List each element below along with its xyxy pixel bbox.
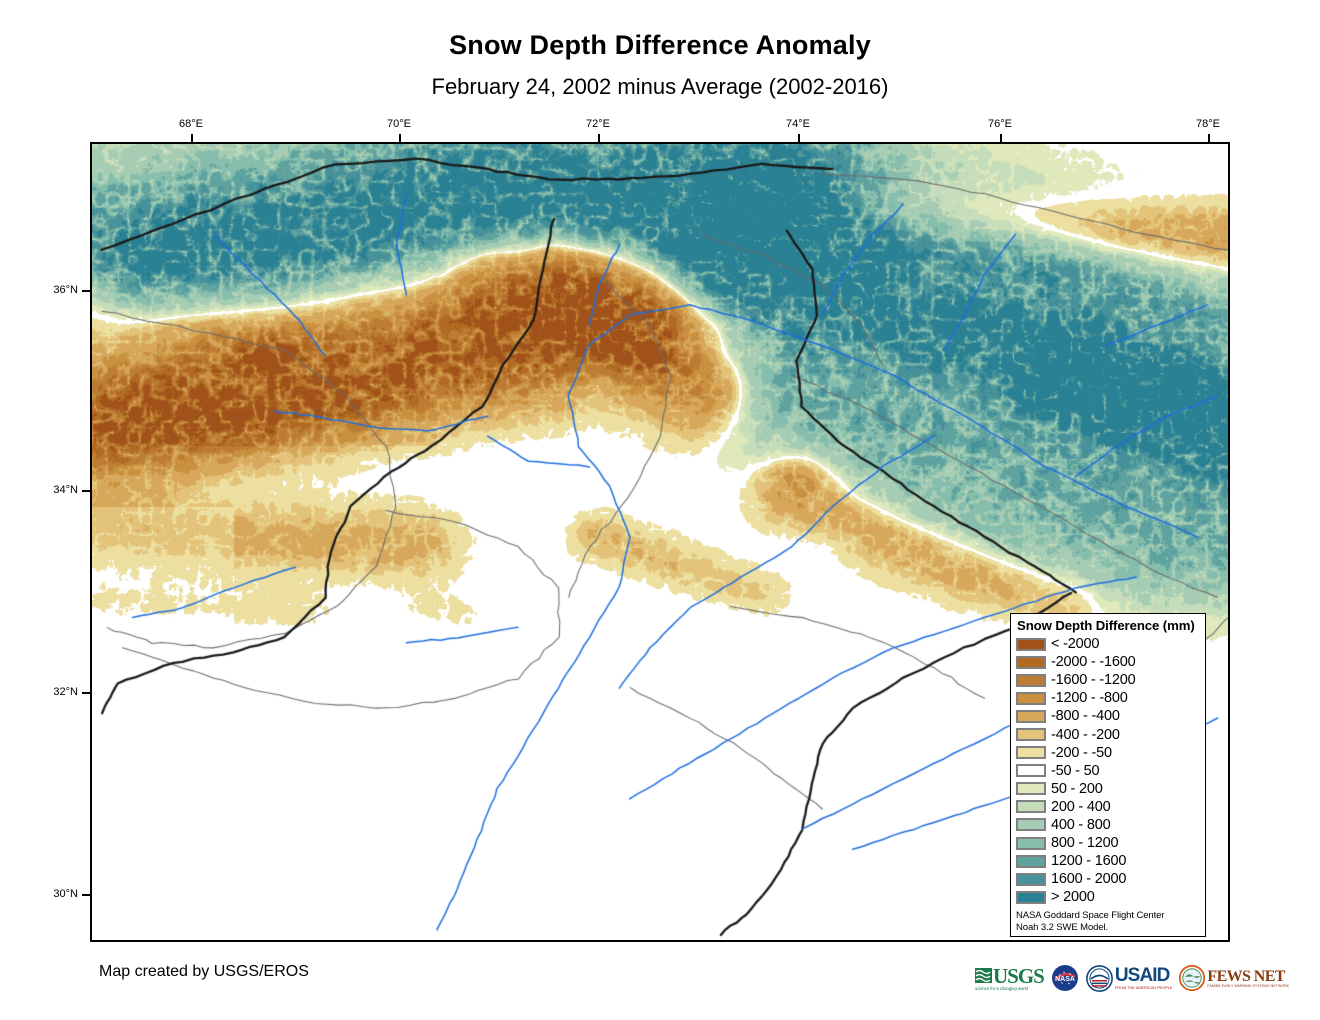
longitude-tick-label: 72°E — [586, 118, 610, 130]
latitude-tick-label: 36°N — [53, 284, 78, 296]
legend-row: -1200 - -800 — [1016, 689, 1200, 707]
legend-label: -50 - 50 — [1051, 762, 1100, 779]
legend-label: -1600 - -1200 — [1051, 672, 1136, 689]
legend-swatch — [1016, 655, 1046, 669]
longitude-tick-label: 68°E — [179, 118, 203, 130]
legend-label: 200 - 400 — [1051, 798, 1111, 815]
legend-footnote-line2: Noah 3.2 SWE Model. — [1016, 921, 1109, 933]
latitude-tick — [82, 894, 90, 896]
legend-swatch — [1016, 673, 1046, 687]
usgs-logo[interactable]: USGS science for a changing world — [975, 961, 1045, 995]
legend-swatch — [1016, 800, 1046, 814]
legend-label: > 2000 — [1051, 889, 1095, 906]
legend-swatch — [1016, 691, 1046, 705]
longitude-tick-label: 74°E — [786, 118, 810, 130]
legend-row: -400 - -200 — [1016, 725, 1200, 743]
usgs-wave-icon — [975, 968, 992, 983]
longitude-tick — [598, 134, 600, 142]
usgs-logo-word: USGS — [993, 963, 1045, 988]
fews-net-logo-tagline: FAMINE EARLY WARNING SYSTEMS NETWORK — [1207, 983, 1290, 988]
longitude-tick — [1208, 134, 1210, 142]
legend-row: -2000 - -1600 — [1016, 653, 1200, 671]
legend-row: -1600 - -1200 — [1016, 671, 1200, 689]
legend-row: -800 - -400 — [1016, 707, 1200, 725]
legend-swatch — [1016, 746, 1046, 760]
legend-swatch — [1016, 836, 1046, 850]
svg-text:NASA: NASA — [1055, 976, 1075, 983]
longitude-tick-label: 70°E — [387, 118, 411, 130]
legend-label: 50 - 200 — [1051, 780, 1103, 797]
legend-entries: < -2000 -2000 - -1600 -1600 - -1200 -1200 -… — [1016, 635, 1200, 906]
legend-label: 400 - 800 — [1051, 816, 1111, 833]
legend-swatch — [1016, 818, 1046, 832]
legend-label: -800 - -400 — [1051, 708, 1120, 725]
fews-globe-icon — [1179, 965, 1206, 991]
legend-label: -200 - -50 — [1051, 744, 1112, 761]
legend-swatch — [1016, 709, 1046, 723]
legend-swatch — [1016, 872, 1046, 886]
legend-label: < -2000 — [1051, 636, 1100, 653]
legend-label: -1200 - -800 — [1051, 690, 1128, 707]
longitude-tick — [399, 134, 401, 142]
latitude-tick — [82, 692, 90, 694]
legend-label: -2000 - -1600 — [1051, 654, 1136, 671]
nasa-logo[interactable]: NASA — [1051, 961, 1079, 995]
longitude-tick — [1000, 134, 1002, 142]
usaid-logo[interactable]: USAID FROM THE AMERICAN PEOPLE — [1085, 961, 1173, 995]
legend-row: 50 - 200 — [1016, 780, 1200, 798]
legend-title: Snow Depth Difference (mm) — [1017, 618, 1195, 633]
page-title: Snow Depth Difference Anomaly — [449, 30, 871, 60]
legend-row: 200 - 400 — [1016, 798, 1200, 816]
latitude-tick-label: 30°N — [53, 888, 78, 900]
legend-swatch — [1016, 890, 1046, 904]
legend-row: 1200 - 1600 — [1016, 852, 1200, 870]
legend-label: -400 - -200 — [1051, 726, 1120, 743]
usaid-logo-word: USAID — [1114, 964, 1171, 986]
legend-label: 800 - 1200 — [1051, 835, 1119, 852]
usaid-logo-tagline: FROM THE AMERICAN PEOPLE — [1114, 984, 1173, 990]
legend-footnote-line1: NASA Goddard Space Flight Center — [1016, 910, 1165, 922]
legend-swatch — [1016, 764, 1046, 778]
legend-row: 800 - 1200 — [1016, 834, 1200, 852]
legend-footnote: NASA Goddard Space Flight Center Noah 3.… — [1016, 910, 1200, 933]
legend-row: < -2000 — [1016, 635, 1200, 653]
legend-row: 400 - 800 — [1016, 816, 1200, 834]
agency-logos: USGS science for a changing world NASA U… — [975, 958, 1289, 998]
map-legend[interactable]: Snow Depth Difference (mm) < -2000 -2000 … — [1010, 613, 1206, 938]
legend-swatch — [1016, 728, 1046, 742]
legend-row: -50 - 50 — [1016, 762, 1200, 780]
map-plot-frame[interactable] — [90, 142, 1230, 942]
usaid-seal-icon — [1085, 964, 1113, 992]
page-subtitle: February 24, 2002 minus Average (2002-20… — [431, 74, 889, 99]
longitude-tick-label: 78°E — [1196, 118, 1220, 130]
longitude-tick-label: 76°E — [988, 118, 1012, 130]
latitude-tick — [82, 490, 90, 492]
latitude-tick-label: 32°N — [53, 686, 78, 698]
fews-net-logo-word: FEWS NET — [1207, 967, 1285, 985]
legend-label: 1200 - 1600 — [1051, 853, 1127, 870]
legend-row: > 2000 — [1016, 888, 1200, 906]
latitude-tick — [82, 290, 90, 292]
longitude-tick — [798, 134, 800, 142]
longitude-tick — [191, 134, 193, 142]
nasa-meatball-icon: NASA — [1051, 965, 1078, 991]
usgs-logo-tagline: science for a changing world — [975, 985, 1028, 991]
legend-swatch — [1016, 782, 1046, 796]
legend-swatch — [1016, 854, 1046, 868]
fews-net-logo[interactable]: FEWS NET FAMINE EARLY WARNING SYSTEMS NE… — [1179, 961, 1289, 995]
latitude-tick-label: 34°N — [53, 484, 78, 496]
legend-row: 1600 - 2000 — [1016, 870, 1200, 888]
legend-swatch — [1016, 637, 1046, 651]
legend-label: 1600 - 2000 — [1051, 871, 1127, 888]
legend-row: -200 - -50 — [1016, 744, 1200, 762]
map-credit: Map created by USGS/EROS — [99, 963, 309, 980]
